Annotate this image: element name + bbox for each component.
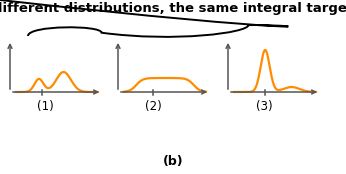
Text: (2): (2) xyxy=(145,100,161,113)
Text: (1): (1) xyxy=(37,100,53,113)
Text: (3): (3) xyxy=(256,100,273,113)
Text: (b): (b) xyxy=(163,156,183,168)
Text: different distributions, the same integral target: different distributions, the same integr… xyxy=(0,2,346,15)
